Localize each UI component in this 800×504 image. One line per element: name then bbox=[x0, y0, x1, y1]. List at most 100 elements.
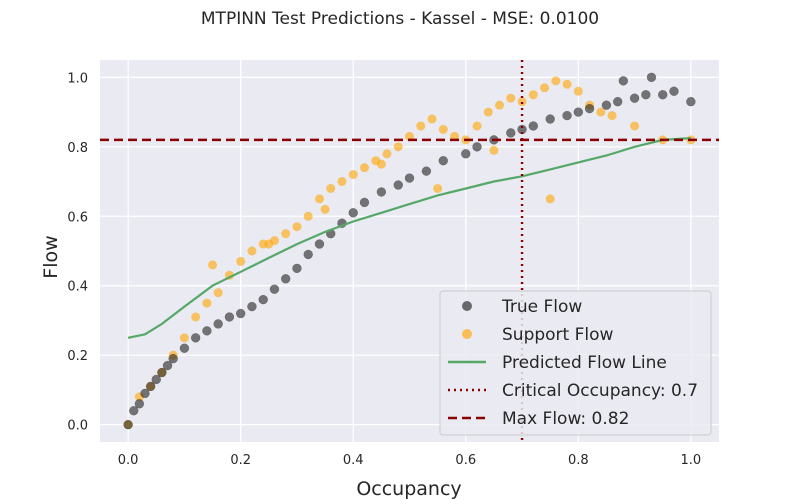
support-flow-point bbox=[191, 312, 201, 322]
true-flow-points bbox=[123, 72, 696, 430]
x-axis-label: Occupancy bbox=[356, 478, 461, 500]
chart-title: MTPINN Test Predictions - Kassel - MSE: … bbox=[201, 9, 599, 29]
true-flow-point bbox=[179, 343, 190, 353]
true-flow-point bbox=[629, 93, 640, 103]
true-flow-point bbox=[140, 388, 150, 399]
support-flow-point bbox=[382, 149, 392, 159]
true-flow-point bbox=[612, 96, 623, 107]
support-flow-point bbox=[427, 114, 437, 124]
legend-item: True Flow bbox=[462, 297, 582, 317]
support-flow-point bbox=[202, 298, 212, 308]
x-tick-label: 0.6 bbox=[455, 453, 476, 468]
true-flow-point bbox=[545, 114, 555, 124]
x-tick-label: 1.0 bbox=[681, 453, 702, 468]
true-flow-point bbox=[584, 103, 595, 114]
y-tick-label: 1.0 bbox=[67, 71, 88, 86]
support-flow-point bbox=[236, 256, 246, 266]
legend-label: Critical Occupancy: 0.7 bbox=[502, 381, 698, 401]
support-flow-point bbox=[472, 121, 482, 131]
true-flow-point bbox=[280, 274, 291, 284]
support-flow-point bbox=[540, 83, 550, 93]
legend-item: Support Flow bbox=[462, 325, 614, 345]
true-flow-point bbox=[235, 308, 246, 319]
true-flow-point bbox=[421, 166, 432, 176]
legend-label: Support Flow bbox=[502, 325, 614, 345]
true-flow-point bbox=[376, 187, 387, 197]
true-flow-point bbox=[686, 96, 696, 107]
y-tick-label: 0.6 bbox=[67, 210, 88, 225]
true-flow-point bbox=[669, 86, 679, 97]
predicted-flow-line bbox=[127, 137, 691, 339]
support-flow-point bbox=[376, 159, 386, 169]
true-flow-point bbox=[162, 360, 173, 371]
x-tick-label: 0.8 bbox=[568, 453, 589, 468]
y-axis-label: Flow bbox=[40, 235, 62, 278]
true-flow-point bbox=[151, 374, 162, 385]
support-flow-point bbox=[416, 121, 426, 131]
support-flow-point bbox=[314, 194, 324, 204]
true-flow-point bbox=[258, 294, 268, 305]
true-flow-point bbox=[123, 419, 133, 430]
true-flow-point bbox=[646, 72, 657, 83]
support-flow-point bbox=[506, 93, 516, 103]
true-flow-point bbox=[129, 405, 139, 416]
true-flow-point bbox=[269, 284, 280, 294]
support-flow-point bbox=[489, 145, 499, 155]
support-flow-point bbox=[607, 111, 617, 121]
support-flow-point bbox=[303, 211, 313, 221]
true-flow-point bbox=[359, 197, 370, 208]
true-flow-point bbox=[601, 100, 612, 110]
y-tick-label: 0.4 bbox=[67, 280, 88, 295]
y-axis-ticks: 0.0 0.2 0.4 0.6 0.8 1.0 bbox=[67, 71, 88, 433]
true-flow-point bbox=[157, 367, 167, 378]
true-flow-point bbox=[562, 110, 572, 121]
support-flow-point bbox=[596, 107, 606, 117]
true-flow-point bbox=[618, 76, 629, 86]
true-flow-point bbox=[393, 180, 403, 190]
support-flow-point bbox=[326, 183, 336, 193]
support-flow-point bbox=[247, 246, 257, 256]
legend: True Flow Support Flow Predicted Flow Line… bbox=[439, 290, 712, 436]
true-flow-point bbox=[190, 333, 201, 343]
true-flow-point bbox=[213, 319, 223, 329]
support-flow-point bbox=[320, 204, 330, 214]
support-flow-point bbox=[405, 131, 414, 141]
true-flow-point bbox=[657, 89, 668, 100]
support-flow-point bbox=[337, 177, 347, 187]
x-tick-label: 0.0 bbox=[118, 453, 139, 468]
support-flow-point bbox=[551, 76, 561, 86]
legend-label: Predicted Flow Line bbox=[502, 353, 667, 373]
support-flow-point bbox=[393, 142, 403, 152]
support-flow-point bbox=[433, 183, 443, 193]
true-flow-point bbox=[134, 399, 145, 409]
support-flow-point bbox=[517, 97, 527, 107]
support-flow-point bbox=[281, 229, 291, 239]
true-flow-point bbox=[292, 263, 302, 274]
legend-marker bbox=[462, 329, 472, 339]
support-flow-point bbox=[630, 121, 640, 131]
support-flow-point bbox=[213, 288, 223, 298]
support-flow-point bbox=[264, 239, 274, 249]
legend-box bbox=[439, 290, 712, 436]
true-flow-point bbox=[348, 208, 358, 218]
y-tick-label: 0.0 bbox=[67, 419, 88, 434]
true-flow-point bbox=[461, 149, 471, 159]
x-tick-label: 0.2 bbox=[230, 453, 251, 468]
true-flow-point bbox=[528, 121, 539, 131]
legend-label: Max Flow: 0.82 bbox=[502, 409, 629, 429]
true-flow-point bbox=[168, 353, 178, 364]
true-flow-point bbox=[303, 249, 313, 260]
legend-label: True Flow bbox=[501, 297, 582, 317]
support-flow-point bbox=[528, 90, 538, 100]
support-flow-point bbox=[438, 124, 448, 134]
true-flow-point bbox=[641, 89, 651, 100]
legend-item: Predicted Flow Line bbox=[448, 353, 667, 373]
legend-item: Max Flow: 0.82 bbox=[448, 409, 629, 429]
x-tick-label: 0.4 bbox=[343, 453, 364, 468]
support-flow-point bbox=[562, 79, 572, 89]
support-flow-point bbox=[450, 131, 460, 141]
true-flow-point bbox=[506, 128, 516, 138]
support-flow-point bbox=[179, 333, 189, 343]
support-flow-point bbox=[208, 260, 218, 270]
